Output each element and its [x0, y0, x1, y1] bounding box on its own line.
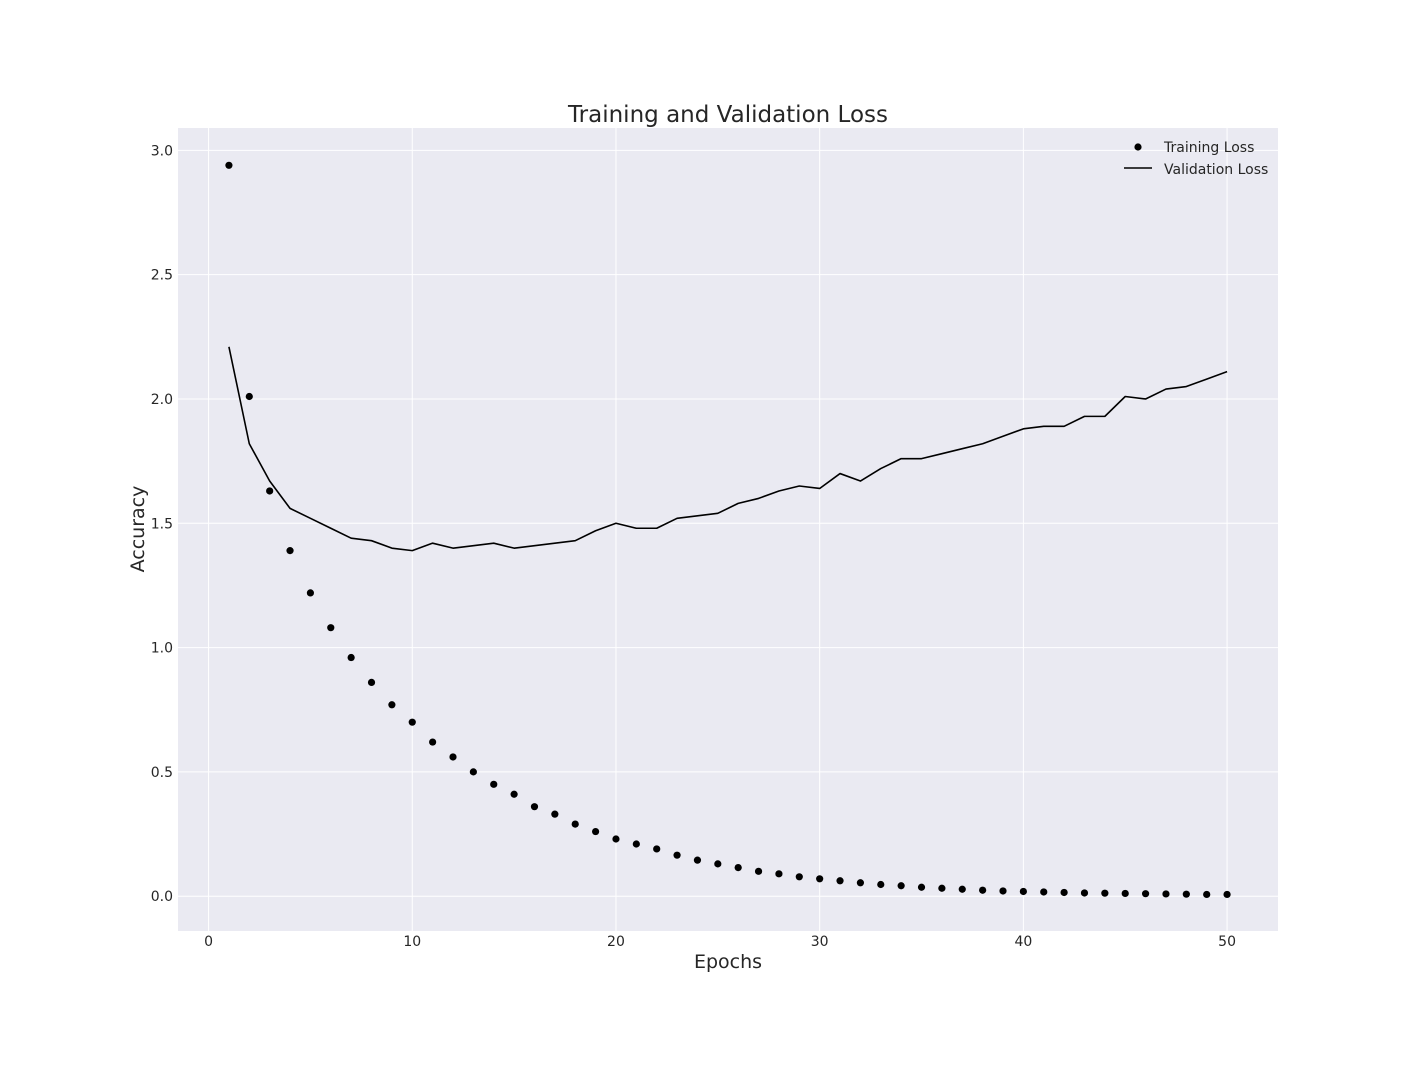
training-loss-point — [1182, 890, 1190, 898]
training-loss-point — [958, 885, 966, 893]
y-tick-label: 2.5 — [151, 268, 173, 284]
training-loss-point — [530, 803, 539, 811]
training-loss-point — [1101, 889, 1109, 897]
training-loss-point — [1141, 890, 1150, 898]
y-tick-label: 0.0 — [151, 889, 173, 905]
training-loss-point — [1223, 890, 1231, 899]
training-loss-point — [286, 547, 294, 555]
training-loss-point — [734, 864, 742, 872]
training-loss-point — [367, 678, 376, 686]
training-loss-point — [1162, 890, 1170, 898]
training-loss-point — [571, 820, 579, 828]
training-loss-point — [469, 768, 477, 776]
training-loss-point — [877, 880, 885, 889]
training-loss-point — [653, 845, 661, 853]
training-loss-point — [225, 161, 233, 169]
training-loss-point — [897, 882, 905, 890]
training-loss-point — [266, 487, 274, 495]
training-loss-point — [714, 860, 722, 868]
training-loss-point — [836, 877, 844, 885]
training-loss-point — [917, 883, 926, 891]
x-tick-label: 20 — [607, 934, 625, 950]
training-loss-point — [510, 790, 518, 798]
training-loss-point — [591, 827, 600, 836]
training-loss-series — [225, 161, 1231, 899]
training-loss-point — [999, 887, 1007, 895]
legend-marker-training-loss — [1134, 143, 1142, 151]
training-loss-point — [1203, 890, 1211, 899]
y-tick-label: 1.0 — [151, 641, 173, 657]
training-loss-point — [754, 867, 763, 875]
x-tick-label: 50 — [1218, 934, 1236, 950]
training-loss-point — [979, 886, 987, 894]
y-axis-title: Accuracy — [127, 486, 149, 573]
training-loss-point — [449, 753, 457, 761]
y-tick-label: 1.5 — [151, 516, 173, 532]
training-loss-point — [1121, 889, 1129, 898]
legend-label-training-loss: Training Loss — [1163, 140, 1254, 156]
training-loss-point — [429, 738, 437, 746]
training-loss-point — [388, 701, 396, 709]
x-tick-label: 30 — [811, 934, 829, 950]
x-tick-label: 10 — [403, 934, 421, 950]
chart-title: Training and Validation Loss — [567, 102, 888, 128]
training-loss-point — [1060, 888, 1068, 897]
legend-label-validation-loss: Validation Loss — [1164, 162, 1268, 178]
training-loss-point — [551, 810, 559, 818]
training-loss-point — [1019, 887, 1027, 896]
plot-area — [178, 128, 1278, 931]
validation-loss-line — [228, 346, 1228, 552]
training-loss-point — [673, 851, 681, 859]
training-loss-point — [795, 873, 803, 881]
training-loss-point — [775, 870, 783, 878]
y-tick-label: 0.5 — [151, 765, 173, 781]
training-loss-point — [347, 653, 355, 662]
training-loss-point — [490, 780, 498, 788]
training-loss-point — [938, 884, 946, 892]
training-loss-point — [245, 392, 253, 401]
training-loss-point — [856, 879, 865, 887]
training-loss-point — [816, 875, 824, 883]
y-tick-label: 2.0 — [151, 392, 173, 408]
training-loss-point — [1040, 888, 1048, 896]
y-tick-label: 3.0 — [151, 143, 173, 159]
training-loss-point — [1080, 889, 1089, 897]
training-loss-point — [632, 840, 640, 848]
training-loss-point — [693, 856, 702, 864]
training-loss-point — [306, 589, 315, 597]
x-tick-label: 40 — [1014, 934, 1032, 950]
axis-ticks: 0 10 20 30 40 50 0.0 0.5 1.0 1.5 2.0 2.5 3.0 — [151, 143, 1236, 950]
x-tick-label: 0 — [204, 934, 213, 950]
legend: Training Loss Validation Loss — [1124, 140, 1268, 178]
grid — [178, 128, 1278, 931]
training-loss-point — [408, 718, 416, 726]
x-axis-title: Epochs — [694, 951, 762, 973]
training-loss-point — [612, 835, 620, 843]
training-loss-point — [327, 624, 335, 632]
validation-loss-series — [228, 346, 1228, 552]
